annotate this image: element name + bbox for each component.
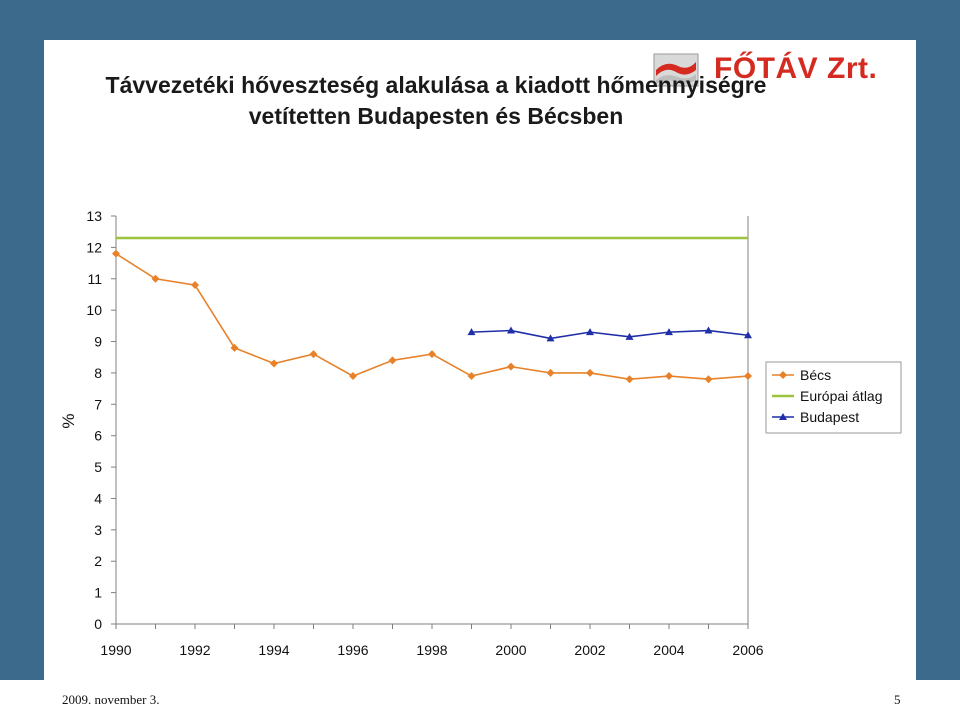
series-line xyxy=(471,329,749,340)
data-point xyxy=(428,350,436,359)
data-point xyxy=(467,372,476,381)
x-tick-label: 1994 xyxy=(258,642,289,658)
data-point xyxy=(349,372,357,381)
data-point xyxy=(191,281,199,290)
legend-item: Európai átlag xyxy=(772,388,883,404)
legend-item: Bécs xyxy=(772,367,831,383)
y-tick-label: 9 xyxy=(94,334,102,350)
data-point xyxy=(270,359,278,368)
x-tick-label: 1996 xyxy=(337,642,368,658)
series-2 xyxy=(467,326,752,342)
legend-box xyxy=(765,361,902,434)
legend-label: Bécs xyxy=(800,367,831,383)
y-tick-label: 10 xyxy=(86,302,102,318)
company-logo: FŐTÁV Zrt. xyxy=(652,50,912,90)
data-point xyxy=(625,332,634,340)
data-point xyxy=(112,249,120,258)
data-point xyxy=(704,375,713,384)
chart-series xyxy=(112,236,752,384)
y-tick-label: 11 xyxy=(87,271,102,287)
series-0 xyxy=(112,249,752,384)
data-point xyxy=(230,343,239,352)
x-tick-label: 1990 xyxy=(100,642,131,658)
data-point xyxy=(309,350,318,359)
data-point xyxy=(546,334,555,342)
data-point xyxy=(744,372,752,381)
data-point xyxy=(586,328,594,336)
y-tick-label: 0 xyxy=(94,616,102,632)
chart-legend: Bécs Európai átlag Budapest xyxy=(765,361,902,434)
data-point xyxy=(507,326,515,334)
x-tick-label: 2006 xyxy=(732,642,763,658)
data-point xyxy=(586,368,594,377)
y-tick-label: 13 xyxy=(86,208,102,224)
x-tick-label: 2002 xyxy=(574,642,605,658)
y-axis-label: % xyxy=(59,413,78,428)
legend-marker xyxy=(779,413,787,420)
data-point xyxy=(507,362,515,371)
y-tick-label: 5 xyxy=(94,459,102,475)
data-point xyxy=(625,375,634,384)
footer-date: 2009. november 3. xyxy=(62,692,160,707)
page-title: Távvezetéki hőveszteség alakulása a kiad… xyxy=(0,70,872,132)
y-tick-label: 1 xyxy=(94,585,102,601)
data-point xyxy=(665,372,673,381)
title-line-1: Távvezetéki hőveszteség alakulása a kiad… xyxy=(105,72,767,98)
data-point xyxy=(151,274,160,283)
series-line xyxy=(115,252,749,381)
y-tick-label: 12 xyxy=(86,239,102,255)
legend-marker xyxy=(779,371,787,379)
legend-item: Budapest xyxy=(772,409,859,425)
footer: 2009. november 3. 5 xyxy=(0,680,960,716)
legend-label: Európai átlag xyxy=(800,388,883,404)
data-point xyxy=(467,328,476,336)
x-tick-label: 2004 xyxy=(653,642,684,658)
logo-text: FŐTÁV Zrt. xyxy=(714,52,878,85)
y-tick-label: 4 xyxy=(94,490,102,506)
x-tick-label: 1992 xyxy=(179,642,210,658)
logo-mark-icon xyxy=(653,53,699,87)
y-tick-label: 6 xyxy=(94,428,102,444)
y-tick-label: 7 xyxy=(94,396,102,412)
page-number: 5 xyxy=(894,692,901,707)
x-tick-label: 1998 xyxy=(416,642,447,658)
y-tick-label: 8 xyxy=(94,365,102,381)
data-point xyxy=(388,356,397,365)
data-point xyxy=(704,326,713,334)
y-tick-label: 3 xyxy=(94,522,102,538)
x-tick-label: 2000 xyxy=(495,642,526,658)
slide: FŐTÁV Zrt. xyxy=(44,40,916,680)
title-line-2: vetítetten Budapesten és Bécsben xyxy=(248,103,624,129)
legend-label: Budapest xyxy=(800,409,859,425)
data-point xyxy=(546,368,555,377)
y-tick-label: 2 xyxy=(94,553,102,569)
data-point xyxy=(665,328,673,336)
data-point xyxy=(744,331,752,339)
